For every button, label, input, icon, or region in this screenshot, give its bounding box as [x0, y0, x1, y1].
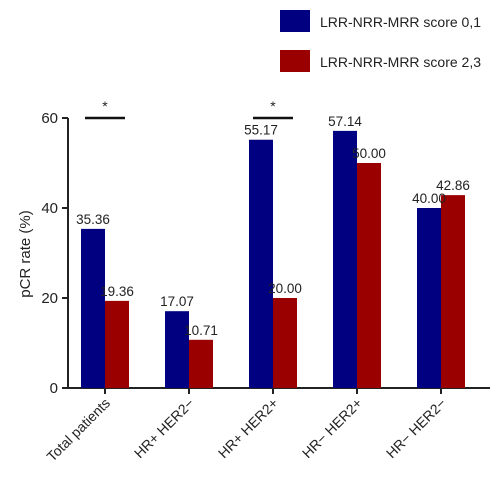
data-label: 19.36	[100, 284, 134, 299]
bar	[417, 208, 441, 388]
bar	[189, 339, 213, 388]
data-label: 42.86	[436, 178, 470, 193]
legend-swatch-score-2-3	[280, 50, 310, 72]
bar	[273, 298, 297, 388]
data-label: 17.07	[160, 294, 194, 309]
x-tick-label: HR− HER2−	[383, 395, 449, 461]
data-label: 40.00	[412, 191, 446, 206]
significance-star: *	[270, 98, 276, 114]
x-tick-label: HR+ HER2+	[215, 395, 281, 461]
x-tick-labels: Total patients HR+ HER2− HR+ HER2+ HR− HER2…	[43, 395, 449, 465]
significance-markers: * *	[85, 98, 293, 120]
data-label: 10.71	[184, 323, 218, 338]
y-axis-label: pCR rate (%)	[17, 210, 34, 298]
legend-item-score-2-3: LRR-NRR-MRR score 2,3	[280, 50, 481, 72]
legend-label-score-0-1: LRR-NRR-MRR score 0,1	[320, 14, 481, 30]
data-label: 55.17	[244, 123, 278, 138]
bar	[357, 163, 381, 388]
bar	[105, 300, 129, 388]
x-tick-label: HR+ HER2−	[131, 395, 197, 461]
y-tick-label: 40	[41, 200, 58, 217]
bar	[81, 228, 105, 388]
data-label: 50.00	[352, 146, 386, 161]
bar	[441, 195, 465, 388]
significance-star: *	[102, 98, 108, 114]
data-label: 35.36	[76, 212, 110, 227]
bar	[165, 311, 189, 388]
legend-label-score-2-3: LRR-NRR-MRR score 2,3	[320, 54, 481, 70]
bar	[333, 130, 357, 388]
y-tick-label: 0	[50, 380, 58, 397]
y-tick-label: 20	[41, 290, 58, 307]
bar	[249, 139, 273, 388]
bars	[81, 130, 465, 388]
legend-swatch-score-0-1	[280, 10, 310, 32]
data-label: 57.14	[328, 114, 362, 129]
data-labels: 35.36 19.36 17.07 10.71 55.17 20.00 57.14 50.00…	[76, 114, 470, 338]
x-tick-label: Total patients	[43, 395, 113, 465]
x-tick-label: HR− HER2+	[299, 395, 365, 461]
legend: LRR-NRR-MRR score 0,1 LRR-NRR-MRR score …	[280, 10, 481, 72]
legend-item-score-0-1: LRR-NRR-MRR score 0,1	[280, 10, 481, 32]
data-label: 20.00	[268, 281, 302, 296]
y-tick-label: 60	[41, 110, 58, 127]
